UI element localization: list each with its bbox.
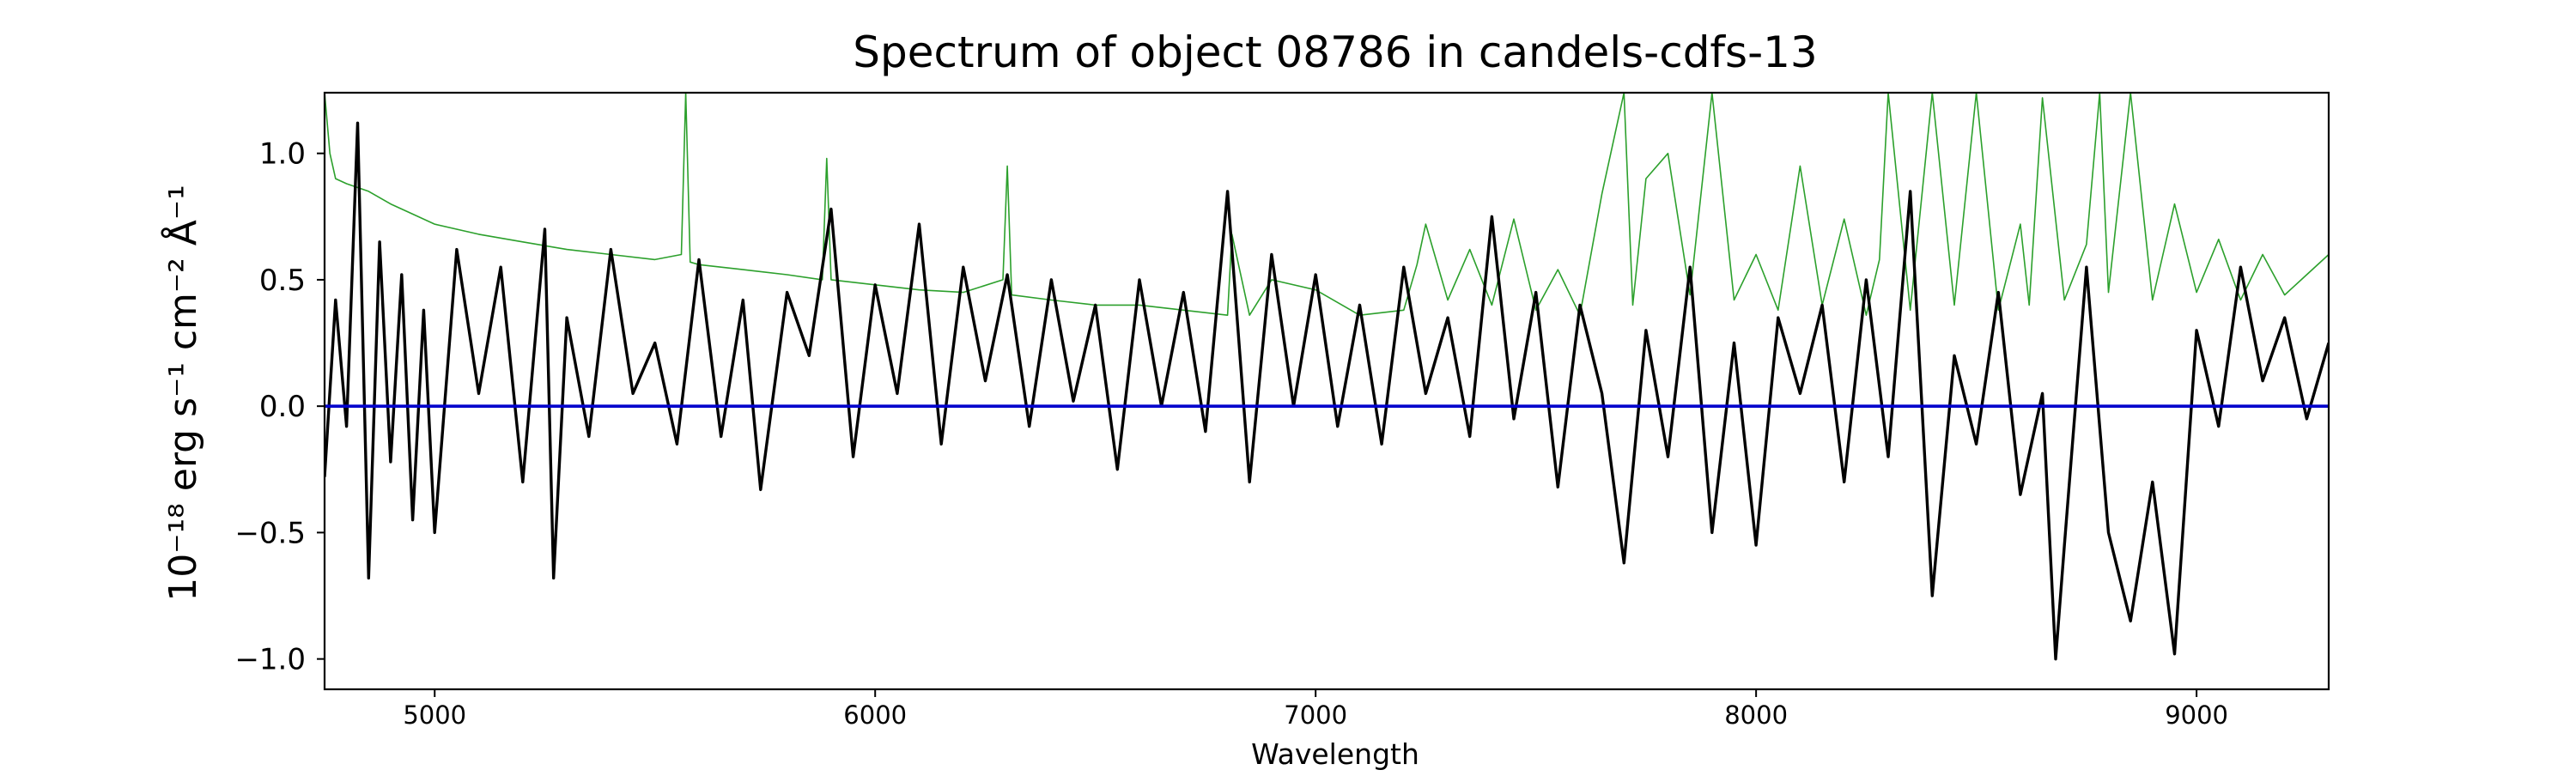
plot-area [325, 93, 2329, 661]
y-tick-label: 0.0 [259, 390, 306, 424]
y-tick-label: −1.0 [234, 643, 306, 677]
y-tick-label: −0.5 [234, 516, 306, 550]
axes: 5000 6000 7000 8000 9000 1.0 0.5 0.0 −0.5 −1.0 [234, 91, 2330, 730]
x-tick-label: 8000 [1724, 700, 1788, 730]
x-tick-label: 6000 [843, 700, 907, 730]
x-axis-label: Wavelength [1251, 737, 1419, 771]
x-tick-label: 5000 [403, 700, 466, 730]
x-tick-label: 9000 [2165, 700, 2228, 730]
y-tick-label: 0.5 [259, 264, 306, 298]
series-flux-line [325, 121, 2329, 661]
y-tick-label: 1.0 [259, 137, 306, 172]
y-axis-label: 10⁻¹⁸ erg s⁻¹ cm⁻² Å⁻¹ [160, 185, 205, 601]
plot-series-group [325, 93, 2329, 661]
plot-frame [323, 91, 2330, 691]
series-error-line [325, 93, 2329, 317]
chart-title: Spectrum of object 08786 in candels-cdfs… [853, 27, 1818, 77]
x-tick-label: 7000 [1284, 700, 1347, 730]
